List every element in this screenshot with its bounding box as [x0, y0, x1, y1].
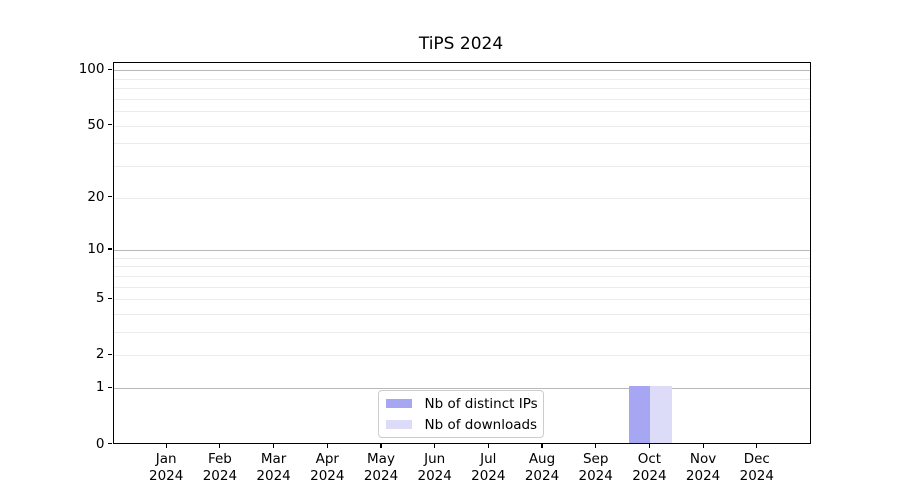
y-tick-mark	[108, 442, 112, 445]
bar-nb-of-downloads	[650, 386, 672, 443]
gridline-minor	[113, 78, 810, 80]
x-tick-mark	[756, 443, 758, 448]
legend-swatch-downloads	[385, 420, 412, 429]
gridline-major	[113, 250, 810, 251]
y-tick-label: 5	[95, 290, 105, 307]
gridline-minor	[113, 314, 810, 315]
y-tick-label: 100	[78, 61, 105, 78]
gridline-minor	[113, 299, 810, 301]
y-tick-mark	[108, 297, 112, 299]
y-tick-mark	[108, 248, 112, 250]
x-tick-mark	[648, 443, 650, 448]
legend-item-distinct-ips: Nb of distinct IPs	[385, 395, 538, 413]
y-tick-mark	[108, 353, 112, 355]
grid-layer	[113, 63, 810, 443]
x-tick-label: Jan 2024	[149, 450, 184, 485]
gridline-minor	[113, 275, 810, 277]
x-tick-mark	[165, 443, 167, 448]
bar-nb-of-distinct-ips	[628, 386, 651, 443]
x-tick-label: Oct 2024	[632, 450, 667, 485]
x-tick-label: Mar 2024	[256, 450, 291, 485]
y-tick-mark	[108, 386, 112, 388]
gridline-minor	[113, 355, 810, 357]
gridline-minor	[113, 111, 810, 113]
x-tick-label: Jul 2024	[471, 450, 506, 485]
gridline-minor	[113, 257, 810, 259]
x-tick-mark	[595, 443, 597, 448]
bar-layer	[114, 63, 810, 443]
gridline-minor	[113, 88, 810, 90]
y-tick-label: 2	[95, 346, 105, 363]
plot-area	[112, 61, 811, 444]
x-tick-label: Sep 2024	[578, 450, 613, 485]
gridline-minor	[113, 197, 810, 199]
legend-swatch-distinct-ips	[385, 399, 412, 408]
gridline-minor	[113, 143, 810, 145]
y-tick-label: 1	[95, 379, 105, 396]
x-tick-mark	[219, 443, 221, 448]
x-tick-label: Dec 2024	[739, 450, 774, 485]
gridline-minor	[113, 98, 810, 100]
y-tick-mark	[108, 124, 112, 126]
chart-title: TiPS 2024	[418, 34, 504, 54]
x-tick-label: Apr 2024	[310, 450, 345, 485]
y-tick-label: 10	[87, 241, 105, 257]
x-tick-mark	[541, 443, 543, 448]
x-tick-mark	[434, 443, 436, 448]
gridline-minor	[113, 332, 810, 334]
legend-label-downloads: Nb of downloads	[424, 416, 538, 433]
legend-item-downloads: Nb of downloads	[385, 416, 538, 434]
legend-label-distinct-ips: Nb of distinct IPs	[424, 395, 538, 412]
x-tick-mark	[273, 443, 275, 448]
legend: Nb of distinct IPs Nb of downloads	[377, 390, 544, 438]
gridline-minor	[113, 166, 810, 167]
x-tick-mark	[487, 443, 489, 448]
x-tick-label: Jun 2024	[417, 450, 452, 485]
y-tick-label: 20	[87, 188, 105, 205]
x-tick-mark	[702, 443, 704, 448]
y-tick-label: 50	[87, 116, 105, 133]
gridline-minor	[113, 286, 810, 288]
x-tick-label: Feb 2024	[202, 450, 238, 485]
y-tick-label: 0	[95, 435, 105, 452]
x-tick-label: Aug 2024	[524, 450, 560, 485]
x-tick-mark	[380, 443, 382, 448]
gridline-major	[113, 70, 810, 72]
gridline-minor	[113, 125, 810, 127]
x-tick-label: May 2024	[363, 450, 399, 485]
x-tick-mark	[326, 443, 328, 448]
x-tick-label: Nov 2024	[685, 450, 721, 485]
gridline-major	[113, 388, 810, 390]
y-tick-mark	[108, 68, 112, 70]
y-tick-mark	[108, 196, 112, 198]
gridline-minor	[113, 266, 810, 268]
